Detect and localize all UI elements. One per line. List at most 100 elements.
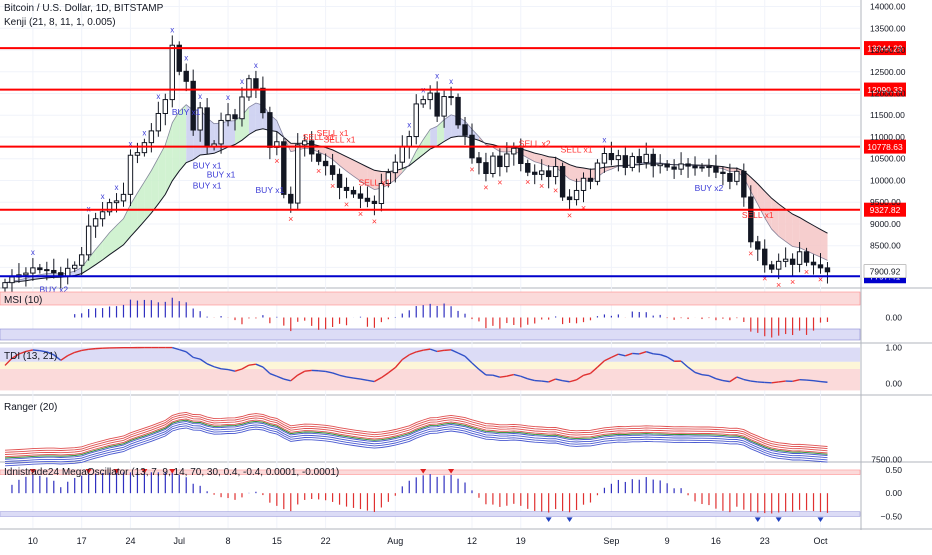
mega-lower-zone — [0, 512, 860, 517]
candle-body — [365, 198, 369, 201]
buy-cross-marker: x — [184, 53, 188, 62]
candle-body — [372, 201, 376, 203]
tdi-tick-label: 1.00 — [885, 343, 902, 353]
candle-body — [630, 157, 634, 168]
candle-body — [700, 167, 704, 168]
buy-cross-marker: x — [156, 92, 160, 101]
tdi-line-segment — [758, 382, 765, 383]
candle-body — [86, 226, 90, 255]
candle-body — [546, 171, 550, 177]
price-tick-label: 9000.00 — [870, 219, 901, 229]
sell-signal-label: SELL x1 — [324, 135, 356, 145]
buy-cross-marker: x — [240, 77, 244, 86]
candle-body — [790, 259, 794, 264]
tdi-line-segment — [772, 382, 779, 383]
candle-body — [567, 197, 571, 200]
tdi-line-segment — [751, 381, 758, 382]
candle-body — [261, 88, 265, 112]
time-axis-label: 17 — [77, 536, 87, 546]
sell-signal-label: SELL x1 — [561, 145, 593, 155]
tdi-tick-label: 0.00 — [885, 378, 902, 388]
msi-label[interactable]: MSI (10) — [4, 295, 42, 306]
time-axis-label: 8 — [226, 536, 231, 546]
candle-body — [533, 172, 537, 174]
price-tick-label: 9500.00 — [870, 197, 901, 207]
symbol-title[interactable]: Bitcoin / U.S. Dollar, 1D, BITSTAMP — [4, 3, 163, 14]
candle-body — [484, 163, 488, 174]
price-tick-label: 10000.00 — [870, 175, 906, 185]
tdi-label[interactable]: TDI (13, 21) — [4, 351, 57, 362]
overlay-indicator-label[interactable]: Kenji (21, 8, 11, 1, 0.005) — [4, 17, 116, 28]
time-axis-label: 12 — [467, 536, 477, 546]
candle-body — [128, 155, 132, 194]
mega-tick-label: 0.50 — [885, 465, 902, 475]
tdi-mid-zone — [0, 362, 860, 369]
candle-body — [435, 93, 439, 116]
price-tick-label: 8500.00 — [870, 241, 901, 251]
candle-body — [254, 79, 258, 89]
tdi-line-segment — [221, 369, 228, 370]
tdi-line-segment — [444, 350, 451, 351]
candle-body — [135, 153, 139, 156]
price-level-label: 10778.63 — [867, 142, 903, 152]
time-axis-label: 19 — [516, 536, 526, 546]
ranger-label[interactable]: Ranger (20) — [4, 402, 57, 413]
candle-body — [693, 166, 697, 168]
megaoscillator-label[interactable]: Idnistrade24 MegaOscillator (13, 7, 9, 1… — [4, 467, 339, 478]
tdi-line-segment — [779, 381, 786, 382]
time-axis-label: 10 — [28, 536, 38, 546]
sell-cross-marker: × — [372, 216, 377, 226]
candle-body — [226, 115, 230, 121]
candle-body — [170, 45, 174, 99]
tdi-line-segment — [542, 381, 549, 382]
price-tick-label: 11000.00 — [870, 132, 905, 142]
cloud-segment — [793, 214, 800, 248]
candle-body — [519, 148, 523, 163]
candle-body — [289, 194, 293, 203]
candle-body — [31, 268, 35, 273]
candle-body — [233, 115, 237, 119]
candle-body — [539, 171, 543, 174]
time-axis-label: Sep — [603, 536, 619, 546]
candle-body — [330, 166, 334, 175]
candle-body — [184, 71, 188, 81]
time-axis-label: Oct — [813, 536, 828, 546]
buy-cross-marker: x — [142, 129, 146, 138]
sell-cross-marker: × — [316, 166, 321, 176]
sell-signal-label: SELL x2 — [519, 138, 551, 148]
price-tick-label: 11500.00 — [870, 110, 905, 120]
mega-buy-triangle — [546, 517, 552, 522]
candle-body — [721, 172, 725, 173]
candle-body — [526, 164, 530, 173]
buy-cross-marker: x — [198, 92, 202, 101]
buy-cross-marker: x — [254, 61, 258, 70]
candle-body — [456, 97, 460, 124]
candle-body — [247, 79, 251, 97]
candle-body — [783, 259, 787, 261]
candle-body — [616, 156, 620, 160]
sell-cross-marker: × — [288, 214, 293, 224]
sell-cross-marker: × — [553, 185, 558, 195]
tdi-line-segment — [814, 381, 821, 382]
candle-body — [637, 157, 641, 163]
buy-cross-marker: x — [449, 77, 453, 86]
candle-body — [10, 277, 14, 283]
time-axis-label: 24 — [125, 536, 135, 546]
sell-cross-marker: × — [330, 181, 335, 191]
buy-cross-marker: x — [31, 248, 35, 257]
candle-body — [219, 120, 223, 143]
candle-body — [679, 164, 683, 169]
buy-cross-marker: x — [115, 183, 119, 192]
candle-body — [728, 174, 732, 182]
candle-body — [149, 131, 153, 143]
cloud-segment — [228, 121, 235, 148]
candle-body — [623, 156, 627, 168]
price-tick-label: 12000.00 — [870, 88, 906, 98]
candle-body — [505, 154, 509, 167]
candle-body — [776, 261, 780, 269]
time-axis-label: Aug — [387, 536, 403, 546]
candle-body — [595, 163, 599, 181]
sell-cross-marker: × — [539, 181, 544, 191]
candle-body — [742, 171, 746, 197]
